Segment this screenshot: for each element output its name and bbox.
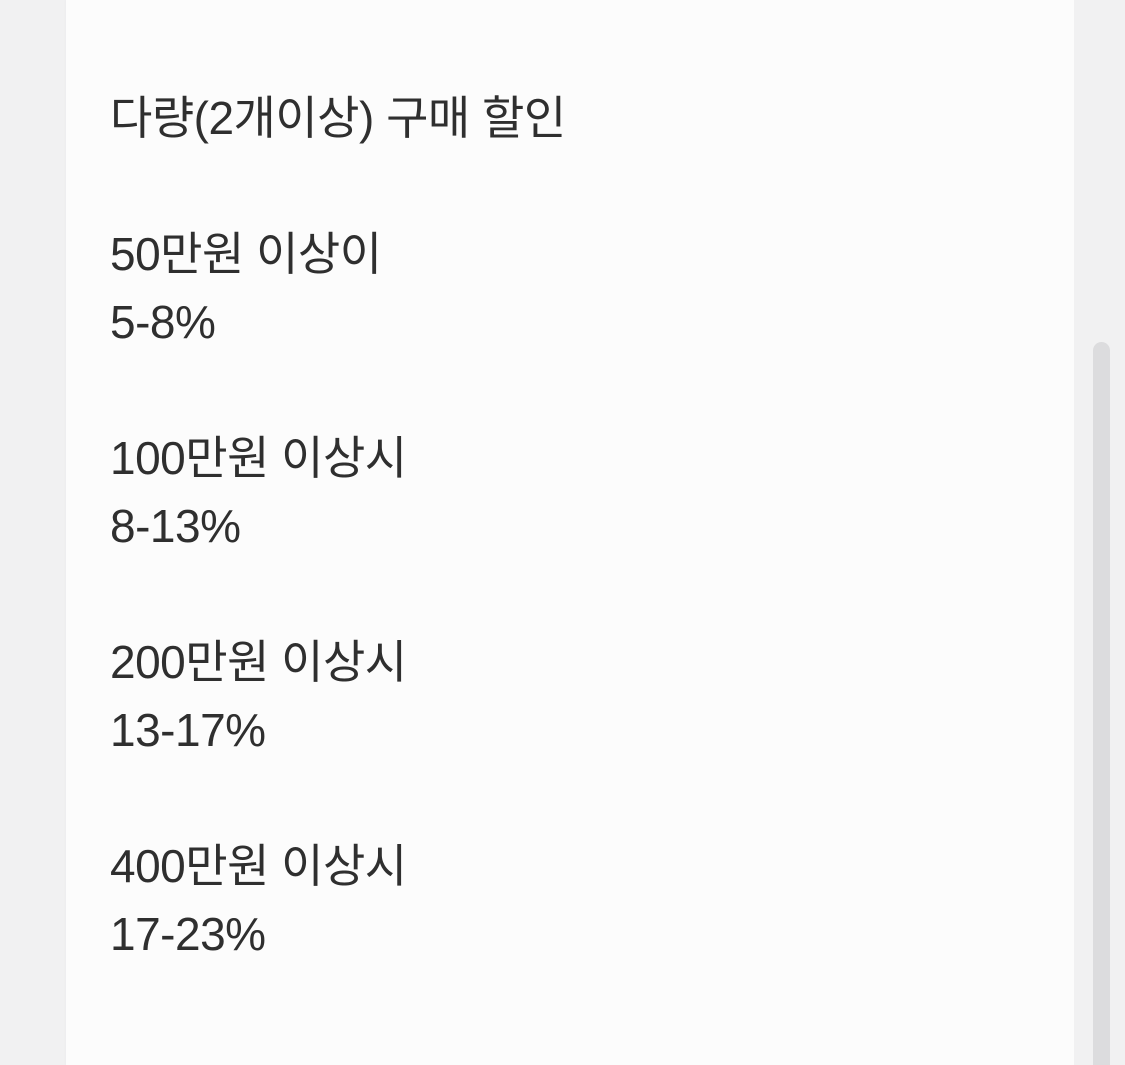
tier-discount: 17-23% <box>110 908 266 960</box>
tier-condition: 400만원 이상시 <box>110 840 407 892</box>
description-scroll-area[interactable]: 다량(2개이상) 구매 할인 50만원 이상이 5-8% 100만원 이상시 8… <box>66 0 1074 1065</box>
discount-tier: 50만원 이상이 5-8% <box>110 220 1054 356</box>
left-margin <box>0 0 66 1065</box>
discount-tier: 400만원 이상시 17-23% <box>110 832 1054 968</box>
tier-condition: 100만원 이상시 <box>110 432 407 484</box>
scrollbar-thumb[interactable] <box>1093 342 1110 1065</box>
tier-condition: 50만원 이상이 <box>110 228 382 280</box>
tier-condition: 200만원 이상시 <box>110 636 407 688</box>
page-title: 다량(2개이상) 구매 할인 <box>110 92 566 144</box>
tier-discount: 5-8% <box>110 296 216 348</box>
tier-discount: 8-13% <box>110 500 241 552</box>
tier-discount: 13-17% <box>110 704 266 756</box>
discount-tier: 200만원 이상시 13-17% <box>110 628 1054 764</box>
discount-tier: 100만원 이상시 8-13% <box>110 424 1054 560</box>
